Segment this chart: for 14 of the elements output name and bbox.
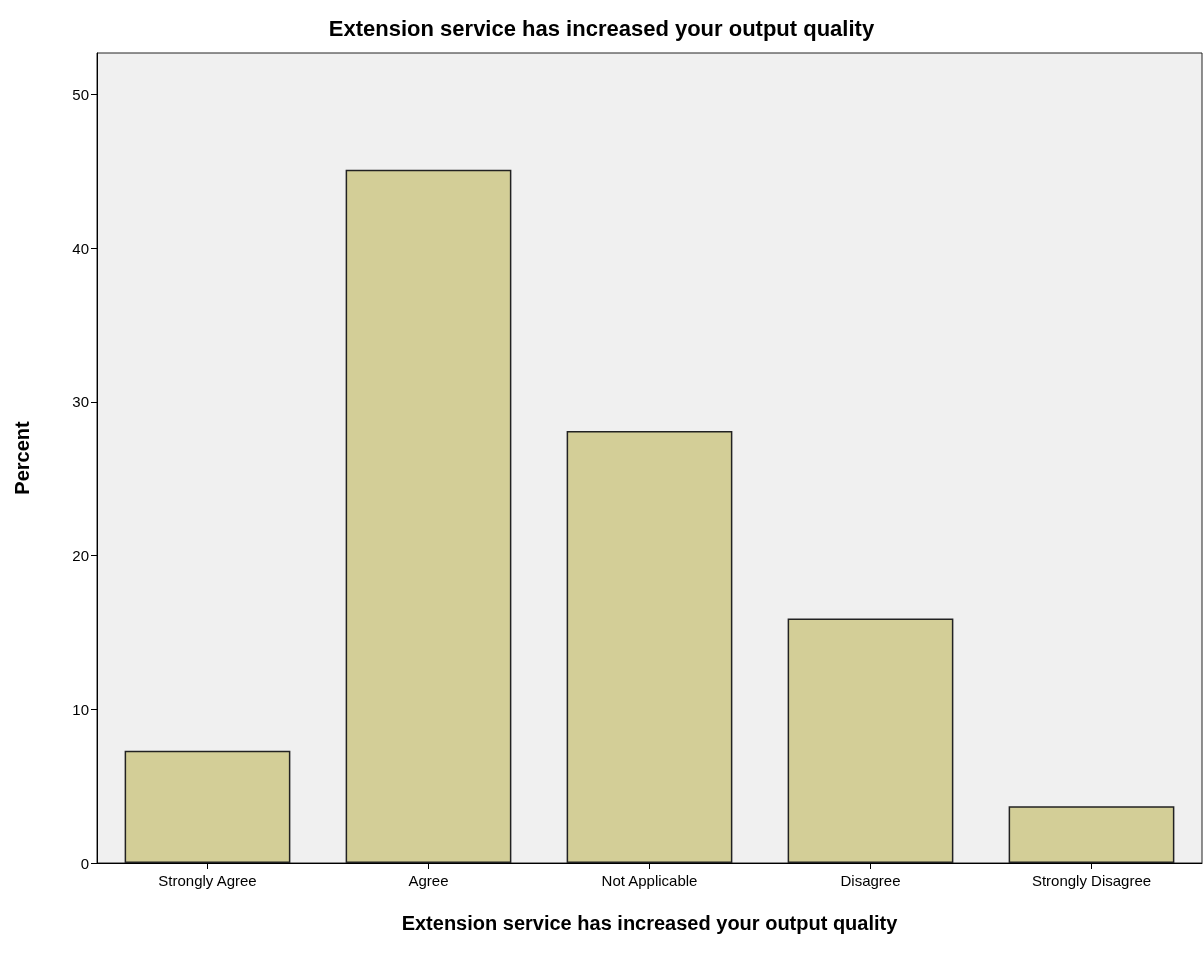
y-tick-label: 10 bbox=[72, 700, 89, 718]
chart-title: Extension service has increased your output quality bbox=[328, 15, 875, 41]
y-axis-title: Percent bbox=[11, 420, 33, 495]
y-tick-label: 20 bbox=[72, 547, 89, 565]
y-tick-label: 40 bbox=[72, 239, 89, 257]
y-tick-label: 50 bbox=[72, 86, 89, 103]
x-tick-label: Agree bbox=[408, 872, 449, 889]
x-tick-label: Strongly Disagree bbox=[1031, 872, 1152, 889]
x-axis-title: Extension service has increased your output quality bbox=[401, 912, 899, 934]
x-tick-label: Not Applicable bbox=[601, 872, 698, 889]
x-tick-label: Strongly Agree bbox=[158, 872, 257, 889]
x-tick-label: Disagree bbox=[840, 872, 901, 889]
y-tick-label: 30 bbox=[72, 393, 89, 411]
y-tick-label: 0 bbox=[80, 854, 89, 872]
